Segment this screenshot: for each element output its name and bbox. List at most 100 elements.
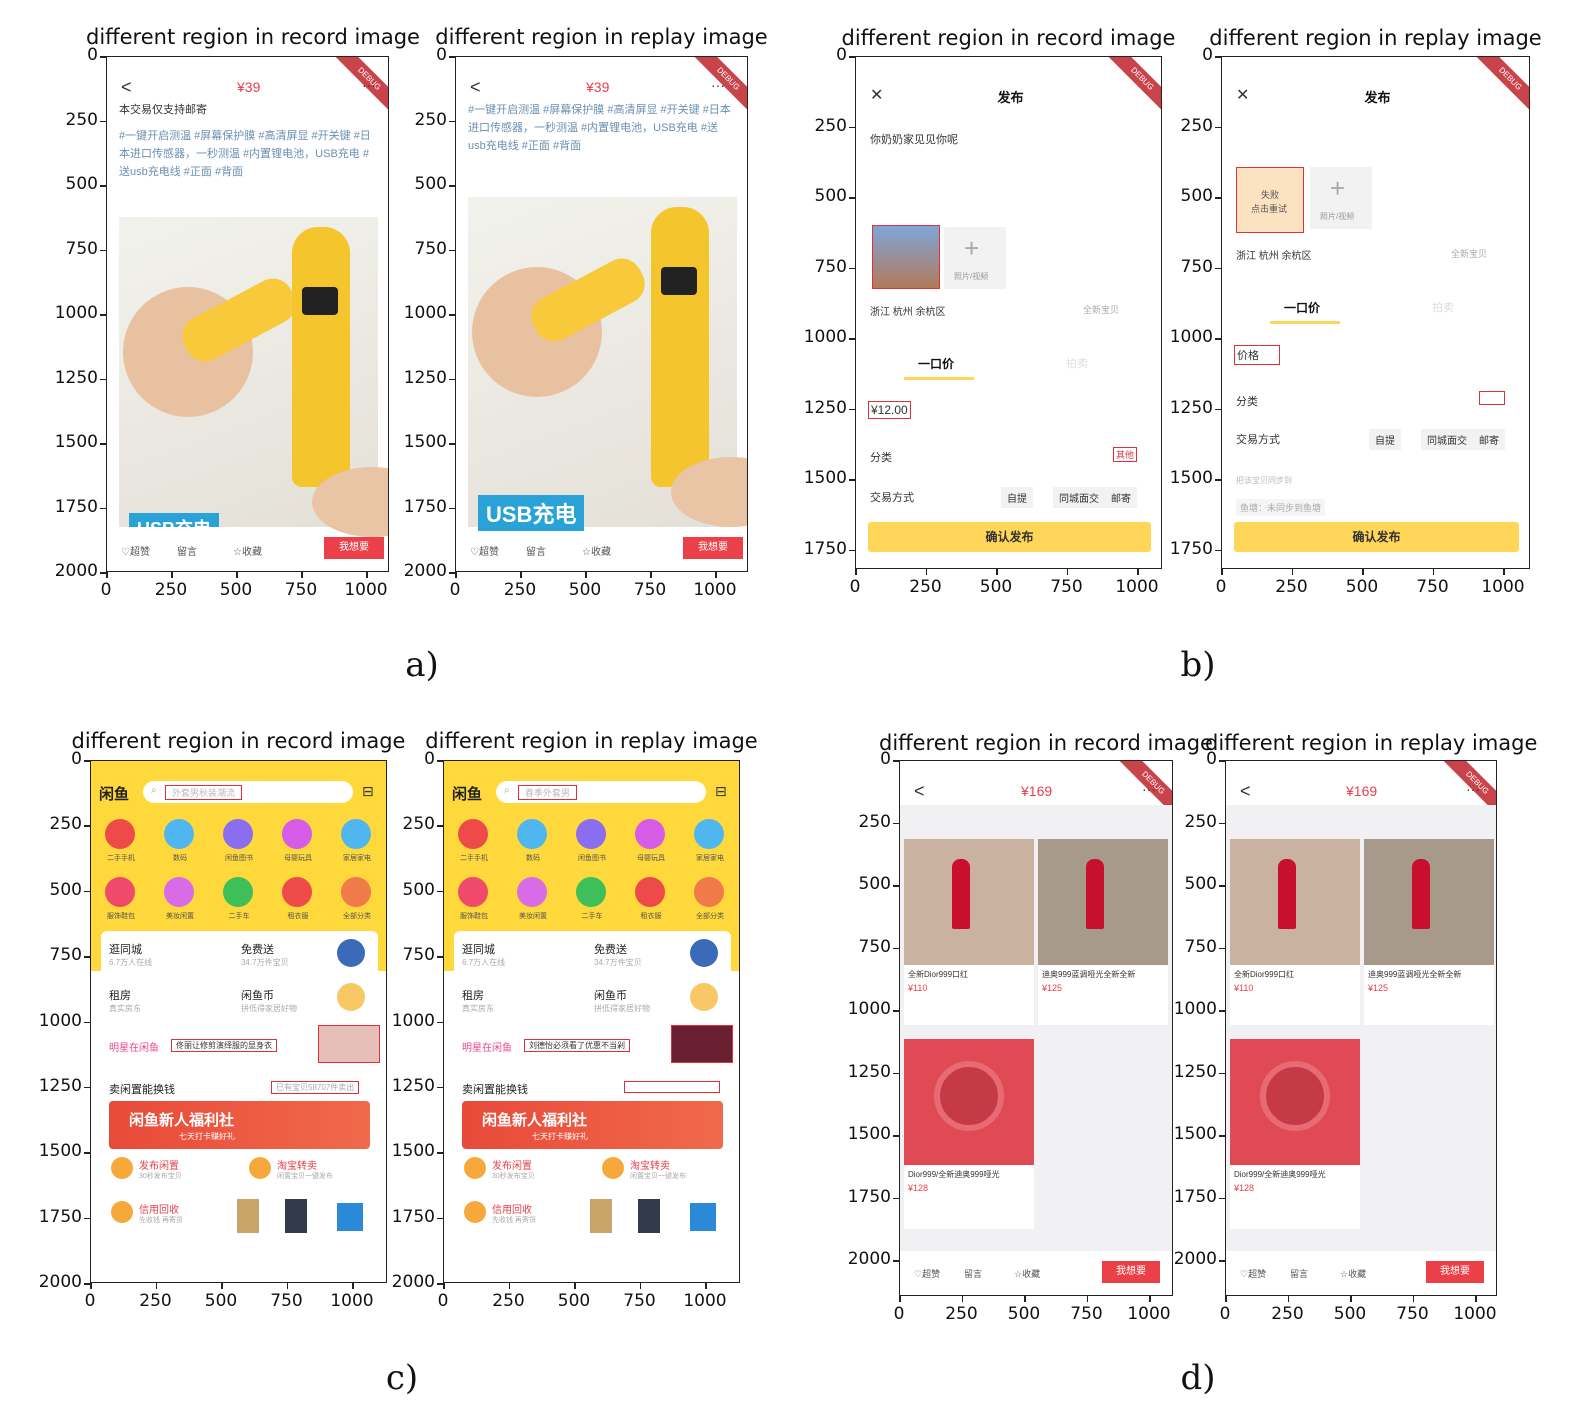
shortcut-title[interactable]: 发布闲置 (139, 1161, 179, 1172)
category-icon[interactable] (694, 877, 724, 907)
trade-option[interactable]: 同城面交 (1053, 487, 1105, 508)
want-button[interactable]: 我想要 (1426, 1261, 1484, 1283)
trade-option[interactable]: 邮寄 (1473, 429, 1505, 450)
new-item-toggle[interactable]: 全新宝贝 (1083, 305, 1120, 315)
favorite-button[interactable]: ☆收藏 (233, 547, 262, 558)
add-media-tile[interactable]: + 照片/视频 (944, 227, 1006, 289)
back-icon[interactable]: < (121, 77, 132, 97)
shortcut-title[interactable]: 信用回收 (492, 1205, 532, 1216)
shortcut-icon[interactable] (464, 1201, 486, 1223)
item-card[interactable]: 全新Dior999口红 ¥110 (904, 839, 1034, 1025)
card-title[interactable]: 租房 (462, 990, 484, 1002)
category-icon[interactable] (341, 819, 371, 849)
add-media-tile[interactable]: + 照片/视频 (1310, 167, 1372, 229)
card-title[interactable]: 逛同城 (109, 944, 142, 956)
comment-button[interactable]: 留言 (177, 547, 197, 558)
card-title[interactable]: 免费送 (241, 944, 274, 956)
item-card[interactable]: 全新Dior999口红 ¥110 (1230, 839, 1360, 1025)
card-title[interactable]: 逛同城 (462, 944, 495, 956)
shortcut-icon[interactable] (111, 1157, 133, 1179)
confirm-publish-button[interactable]: 确认发布 (868, 522, 1151, 552)
like-button[interactable]: ♡超赞 (121, 547, 150, 558)
star-text[interactable]: 佟丽让修剪演绎服的显身衣 (171, 1039, 277, 1052)
item-card[interactable]: 迪奥999蓝调哑光全新全新 ¥125 (1364, 839, 1494, 1025)
like-button[interactable]: ♡超赞 (1240, 1269, 1267, 1279)
shortcut-icon[interactable] (249, 1157, 271, 1179)
trade-option[interactable]: 自提 (1001, 487, 1033, 508)
tab-auction[interactable]: 拍卖 (1066, 358, 1088, 370)
trade-option[interactable]: 自提 (1369, 429, 1401, 450)
favorite-button[interactable]: ☆收藏 (582, 547, 611, 558)
new-user-banner[interactable]: 闲鱼新人福利社 七天打卡赚好礼 (462, 1101, 723, 1149)
card-title[interactable]: 租房 (109, 990, 131, 1002)
item-card[interactable]: Dior999/全新迪奥999哑光 ¥128 (904, 1039, 1034, 1229)
more-icon[interactable]: ··· (1466, 781, 1480, 797)
confirm-publish-button[interactable]: 确认发布 (1234, 522, 1519, 552)
sync-value[interactable]: 鱼塘：未同步到鱼塘 (1236, 499, 1326, 516)
category-icon[interactable] (164, 877, 194, 907)
trade-option[interactable]: 同城面交 (1421, 429, 1473, 450)
shortcut-title[interactable]: 信用回收 (139, 1205, 179, 1216)
shortcut-icon[interactable] (464, 1157, 486, 1179)
scan-icon[interactable]: ⊟ (715, 783, 727, 799)
search-bar[interactable]: ⌕ 外套男秋装潮流 (143, 781, 353, 803)
back-icon[interactable]: < (914, 781, 925, 801)
category-icon[interactable] (105, 819, 135, 849)
category-icon[interactable] (164, 819, 194, 849)
category-icon[interactable] (282, 877, 312, 907)
shortcut-icon[interactable] (111, 1201, 133, 1223)
item-card[interactable]: 迪奥999蓝调哑光全新全新 ¥125 (1038, 839, 1168, 1025)
failed-upload-tile[interactable]: 失败 点击重试 (1236, 167, 1304, 233)
category-icon[interactable] (517, 877, 547, 907)
want-button[interactable]: 我想要 (324, 537, 384, 559)
like-button[interactable]: ♡超赞 (914, 1269, 941, 1279)
shortcut-title[interactable]: 发布闲置 (492, 1161, 532, 1172)
like-button[interactable]: ♡超赞 (470, 547, 499, 558)
category-icon[interactable] (635, 819, 665, 849)
more-icon[interactable]: ··· (1142, 781, 1156, 797)
new-user-banner[interactable]: 闲鱼新人福利社 七天打卡赚好礼 (109, 1101, 370, 1149)
favorite-button[interactable]: ☆收藏 (1340, 1269, 1367, 1279)
category-icon[interactable] (694, 819, 724, 849)
back-icon[interactable]: < (1240, 781, 1251, 801)
want-button[interactable]: 我想要 (683, 537, 743, 559)
card-title[interactable]: 闲鱼币 (241, 990, 274, 1002)
category-icon[interactable] (576, 819, 606, 849)
tab-auction[interactable]: 拍卖 (1432, 302, 1454, 314)
comment-button[interactable]: 留言 (526, 547, 546, 558)
shortcut-icon[interactable] (602, 1157, 624, 1179)
shortcut-title[interactable]: 淘宝转卖 (277, 1161, 317, 1172)
location-text[interactable]: 浙江 杭州 余杭区 (870, 307, 946, 318)
price-field[interactable]: 价格 (1234, 345, 1280, 365)
category-value[interactable]: 其他 (1113, 447, 1138, 462)
favorite-button[interactable]: ☆收藏 (1014, 1269, 1041, 1279)
close-icon[interactable]: ✕ (870, 87, 884, 104)
category-icon[interactable] (223, 877, 253, 907)
category-icon[interactable] (458, 877, 488, 907)
new-item-toggle[interactable]: 全新宝贝 (1451, 249, 1488, 259)
category-icon[interactable] (223, 819, 253, 849)
category-value-empty[interactable] (1479, 391, 1505, 405)
price-field[interactable]: ¥12.00 (868, 401, 911, 419)
comment-button[interactable]: 留言 (964, 1269, 983, 1279)
back-icon[interactable]: < (470, 77, 481, 97)
card-title[interactable]: 闲鱼币 (594, 990, 627, 1002)
more-icon[interactable]: ··· (711, 77, 725, 93)
trade-option[interactable]: 邮寄 (1105, 487, 1137, 508)
want-button[interactable]: 我想要 (1102, 1261, 1160, 1283)
shortcut-title[interactable]: 淘宝转卖 (630, 1161, 670, 1172)
category-icon[interactable] (576, 877, 606, 907)
category-icon[interactable] (458, 819, 488, 849)
category-icon[interactable] (105, 877, 135, 907)
scan-icon[interactable]: ⊟ (362, 783, 374, 799)
category-icon[interactable] (635, 877, 665, 907)
location-text[interactable]: 浙江 杭州 余杭区 (1236, 251, 1312, 262)
item-card[interactable]: Dior999/全新迪奥999哑光 ¥128 (1230, 1039, 1360, 1229)
star-text[interactable]: 刘德怡必须看了优惠不当剁 (524, 1039, 630, 1052)
category-icon[interactable] (341, 877, 371, 907)
card-title[interactable]: 免费送 (594, 944, 627, 956)
tab-fixed-price[interactable]: 一口价 (918, 357, 955, 371)
search-bar[interactable]: ⌕ 春季外套男 (496, 781, 706, 803)
category-icon[interactable] (517, 819, 547, 849)
more-icon[interactable]: ··· (362, 77, 376, 93)
